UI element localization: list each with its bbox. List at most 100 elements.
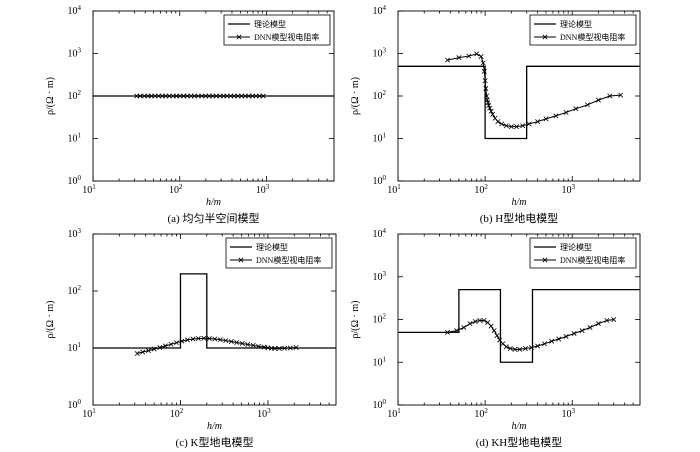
dnn-data-point bbox=[140, 349, 146, 355]
y-tick-label: 102 bbox=[373, 313, 387, 326]
x-tick-label: 103 bbox=[561, 183, 575, 196]
dnn-data-point bbox=[179, 338, 185, 344]
y-tick-label: 103 bbox=[68, 47, 82, 60]
dnn-data-point bbox=[260, 93, 266, 99]
x-tick-label: 103 bbox=[257, 407, 271, 420]
dnn-data-point bbox=[491, 328, 497, 334]
dnn-data-point bbox=[445, 57, 450, 63]
dnn-data-point bbox=[257, 93, 263, 99]
dnn-data-point bbox=[467, 321, 473, 327]
dnn-data-point bbox=[563, 334, 569, 339]
dnn-data-point bbox=[456, 55, 462, 61]
theory-model-line bbox=[398, 65, 640, 140]
dnn-data-point bbox=[535, 119, 541, 125]
x-tick-label: 102 bbox=[170, 407, 184, 420]
legend-box bbox=[529, 237, 637, 269]
y-tick-label: 103 bbox=[68, 227, 82, 240]
dnn-data-point bbox=[595, 97, 601, 103]
dnn-data-point bbox=[221, 93, 227, 99]
legend-entry-label: 理论模型 bbox=[254, 19, 286, 29]
dnn-data-point bbox=[201, 335, 207, 341]
dnn-data-point bbox=[543, 116, 549, 122]
dnn-data-point bbox=[556, 336, 562, 342]
dnn-data-point bbox=[520, 123, 526, 129]
x-axis-label: h/m bbox=[206, 197, 221, 208]
legend-box bbox=[223, 14, 331, 46]
dnn-resistivity-line bbox=[447, 53, 621, 128]
panel-caption: (c) K型地电模型 bbox=[176, 435, 254, 449]
dnn-data-point bbox=[478, 54, 484, 59]
x-tick-label: 102 bbox=[169, 183, 183, 196]
dnn-data-point bbox=[466, 53, 472, 59]
dnn-data-point bbox=[514, 124, 520, 130]
dnn-data-point bbox=[213, 93, 219, 99]
legend-entry-label: DNN模型视电阻率 bbox=[560, 255, 625, 265]
dnn-data-point bbox=[490, 111, 496, 117]
dnn-data-point bbox=[239, 341, 245, 346]
y-tick-label: 102 bbox=[68, 89, 82, 102]
x-tick-label: 101 bbox=[82, 407, 96, 420]
y-tick-label: 101 bbox=[68, 341, 82, 354]
dnn-data-point bbox=[535, 343, 541, 349]
dnn-data-point bbox=[162, 343, 168, 349]
dnn-data-point bbox=[203, 93, 208, 99]
legend-box bbox=[225, 237, 333, 269]
dnn-data-point bbox=[157, 345, 163, 350]
dnn-data-point bbox=[184, 337, 190, 343]
x-tick-label: 101 bbox=[82, 183, 96, 196]
dnn-data-point bbox=[488, 323, 494, 329]
y-tick-label: 102 bbox=[373, 89, 387, 102]
dnn-data-point bbox=[587, 325, 593, 330]
dnn-data-point bbox=[571, 331, 577, 337]
dnn-data-point bbox=[239, 93, 245, 99]
theory-model-line bbox=[398, 288, 640, 363]
dnn-data-point bbox=[163, 93, 169, 99]
plot-area bbox=[93, 93, 334, 99]
dnn-data-point bbox=[483, 86, 489, 91]
dnn-data-point bbox=[212, 336, 218, 342]
dnn-data-point bbox=[484, 93, 490, 99]
dnn-data-point bbox=[553, 113, 559, 119]
panel-caption: (a) 均匀半空间模型 bbox=[168, 211, 260, 225]
y-tick-label: 104 bbox=[373, 227, 387, 240]
dnn-data-point bbox=[231, 93, 237, 99]
dnn-data-point bbox=[134, 351, 140, 357]
dnn-data-point bbox=[253, 93, 259, 99]
legend: 理论模型 DNN模型视电阻率 bbox=[529, 14, 637, 46]
dnn-data-point bbox=[495, 119, 501, 125]
dnn-data-point bbox=[477, 317, 483, 323]
dnn-data-point bbox=[293, 345, 299, 350]
dnn-data-point bbox=[224, 93, 230, 99]
x-tick-label: 101 bbox=[387, 183, 401, 196]
dnn-data-point bbox=[282, 345, 288, 351]
dnn-data-point bbox=[246, 93, 252, 99]
dnn-data-point bbox=[228, 93, 234, 99]
dnn-data-point bbox=[526, 121, 532, 127]
dnn-data-point bbox=[156, 93, 162, 99]
y-axis-label: ρ/(Ω · m) bbox=[350, 77, 361, 115]
dnn-data-point bbox=[461, 325, 467, 330]
dnn-data-point bbox=[206, 335, 212, 341]
y-tick-label: 103 bbox=[373, 270, 387, 283]
dnn-data-point bbox=[454, 328, 460, 334]
dnn-data-point bbox=[250, 342, 256, 348]
x-tick-label: 101 bbox=[387, 407, 401, 420]
dnn-data-point bbox=[517, 346, 523, 352]
legend-entry-label: 理论模型 bbox=[560, 242, 592, 252]
dnn-data-point bbox=[217, 93, 223, 99]
panel-caption: (b) H型地电模型 bbox=[480, 211, 559, 225]
dnn-data-point bbox=[494, 333, 500, 339]
dnn-resistivity-line bbox=[447, 319, 614, 350]
dnn-data-point bbox=[192, 93, 198, 99]
dnn-data-point bbox=[579, 328, 585, 334]
dnn-data-point bbox=[287, 345, 293, 351]
dnn-data-point bbox=[206, 93, 212, 99]
dnn-data-point bbox=[245, 342, 251, 348]
y-tick-label: 101 bbox=[373, 132, 387, 145]
dnn-data-point bbox=[480, 60, 486, 66]
legend: 理论模型 DNN模型视电阻率 bbox=[225, 237, 333, 269]
dnn-data-point bbox=[261, 344, 267, 350]
y-tick-label: 104 bbox=[373, 4, 387, 17]
